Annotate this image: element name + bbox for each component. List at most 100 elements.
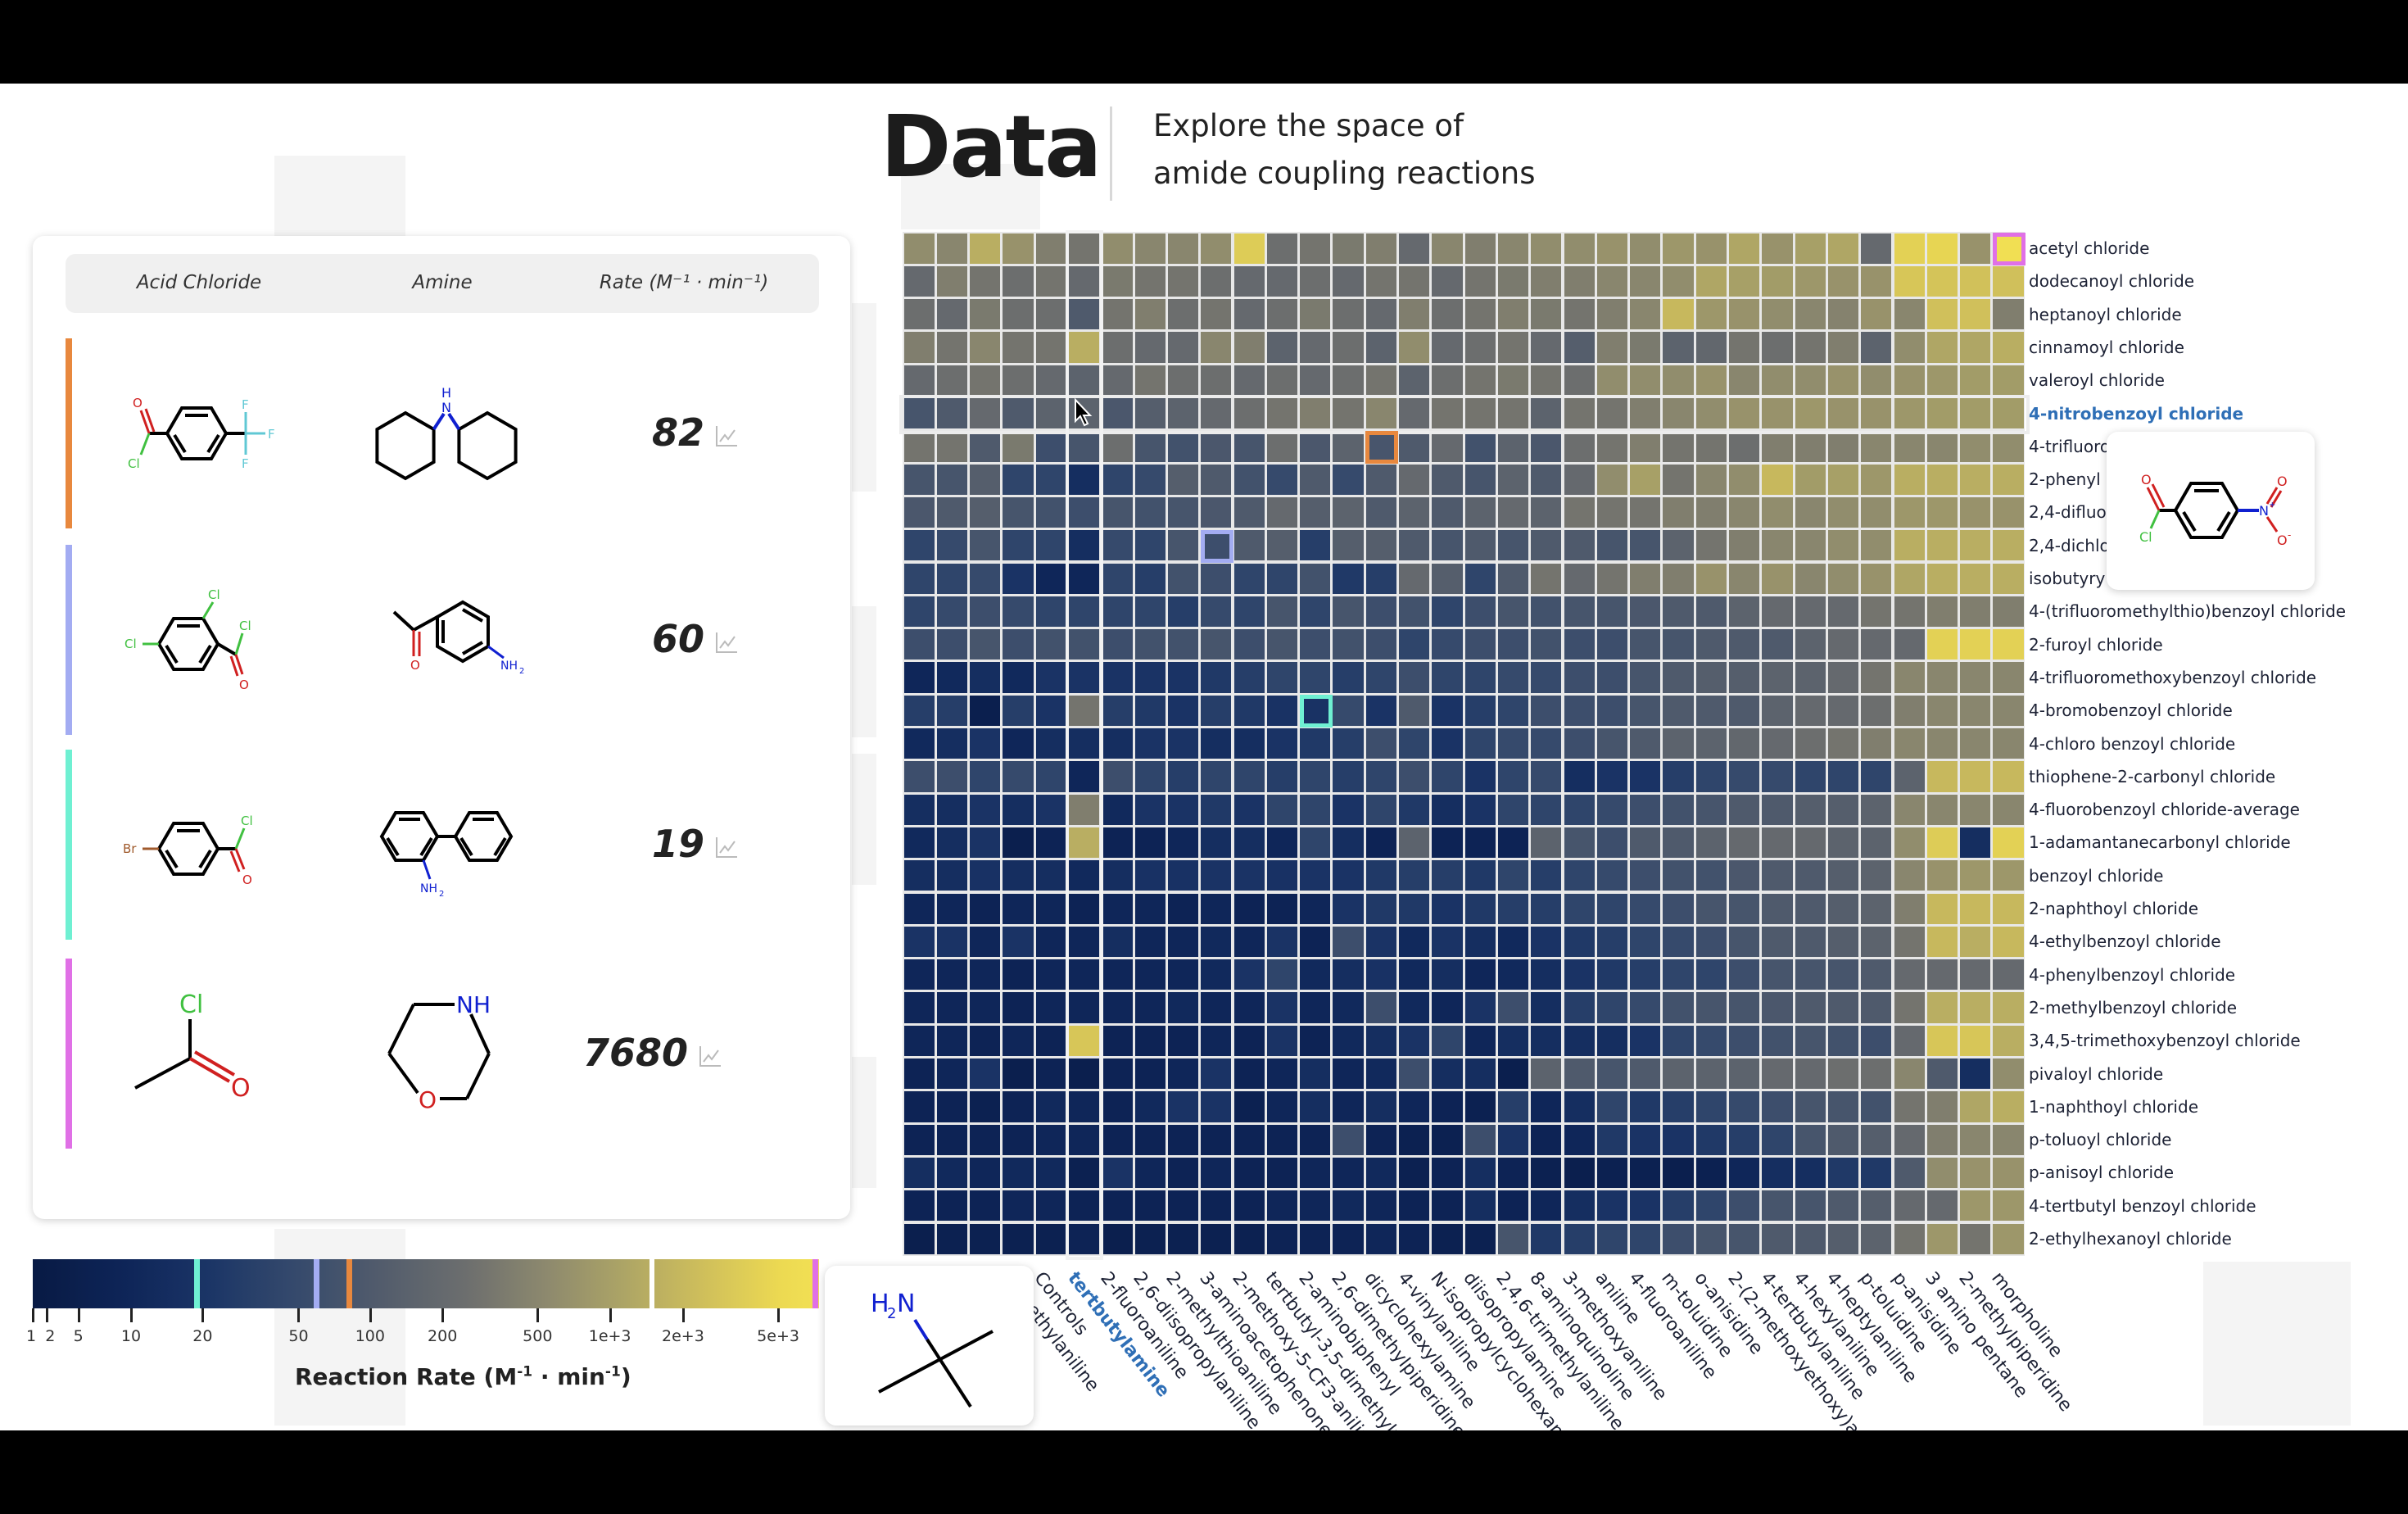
heatmap-cell[interactable] — [1762, 893, 1793, 924]
heatmap-cell[interactable] — [1464, 992, 1496, 1023]
heatmap-cell[interactable] — [1464, 1190, 1496, 1222]
heatmap-cell[interactable] — [1432, 1124, 1463, 1155]
heatmap-cell[interactable] — [1201, 1157, 1232, 1189]
heatmap-cell[interactable] — [1827, 959, 1859, 990]
heatmap-cell[interactable] — [1993, 893, 2024, 924]
heatmap-cell[interactable] — [903, 1091, 935, 1122]
heatmap-cell[interactable] — [1663, 860, 1694, 891]
heatmap-cell[interactable] — [1266, 893, 1298, 924]
heatmap-cell[interactable] — [1003, 860, 1034, 891]
heatmap-cell[interactable] — [1464, 893, 1496, 924]
row-label[interactable]: isobutyry — [2029, 569, 2106, 588]
heatmap-cell[interactable] — [1630, 1190, 1661, 1222]
heatmap-cell[interactable] — [1596, 728, 1628, 759]
heatmap-cell[interactable] — [1630, 365, 1661, 396]
heatmap-cell[interactable] — [1233, 992, 1265, 1023]
heatmap-cell[interactable] — [1663, 629, 1694, 660]
heatmap-cell[interactable] — [1365, 893, 1396, 924]
heatmap-cell[interactable] — [1729, 265, 1760, 297]
heatmap-cell[interactable] — [936, 496, 968, 528]
heatmap-cell[interactable] — [970, 827, 1001, 859]
heatmap-cell[interactable] — [1003, 563, 1034, 594]
heatmap-cell[interactable] — [1497, 1058, 1529, 1090]
heatmap-cell[interactable] — [1894, 893, 1925, 924]
heatmap-cell[interactable] — [1300, 959, 1331, 990]
heatmap-cell[interactable] — [1233, 1190, 1265, 1222]
heatmap-cell[interactable] — [1497, 1091, 1529, 1122]
heatmap-cell[interactable] — [1531, 332, 1562, 363]
heatmap-cell[interactable] — [1993, 563, 2024, 594]
heatmap-cell[interactable] — [1167, 1190, 1199, 1222]
heatmap-cell[interactable] — [1630, 1157, 1661, 1189]
heatmap-cell[interactable] — [1102, 265, 1133, 297]
heatmap-cell[interactable] — [1069, 926, 1100, 958]
heatmap-cell[interactable] — [1497, 299, 1529, 330]
heatmap-cell[interactable] — [1762, 959, 1793, 990]
heatmap-cell[interactable] — [1960, 629, 1991, 660]
heatmap-cell[interactable] — [1531, 365, 1562, 396]
heatmap-cell[interactable] — [970, 959, 1001, 990]
heatmap-cell[interactable] — [1134, 1223, 1166, 1254]
heatmap-cell[interactable] — [1134, 695, 1166, 726]
heatmap-cell[interactable] — [1630, 761, 1661, 792]
heatmap-cell[interactable] — [1827, 332, 1859, 363]
table-row[interactable]: Cl Cl Cl O O NH 2 60 — [66, 545, 819, 735]
heatmap-cell[interactable] — [1497, 1157, 1529, 1189]
heatmap-cell[interactable] — [1960, 365, 1991, 396]
heatmap-cell[interactable] — [1663, 265, 1694, 297]
row-label[interactable]: 2-ethylhexanoyl chloride — [2029, 1229, 2232, 1249]
heatmap-cell[interactable] — [1035, 563, 1066, 594]
heatmap-cell[interactable] — [1365, 695, 1396, 726]
heatmap-cell[interactable] — [1266, 728, 1298, 759]
heatmap-cell[interactable] — [1695, 1025, 1727, 1056]
heatmap-cell[interactable] — [1134, 365, 1166, 396]
heatmap-cell[interactable] — [1134, 662, 1166, 693]
heatmap-cell[interactable] — [970, 1091, 1001, 1122]
heatmap-cell[interactable] — [1564, 893, 1595, 924]
heatmap-cell[interactable] — [1432, 761, 1463, 792]
heatmap-cell[interactable] — [1861, 233, 1892, 264]
heatmap-cell[interactable] — [903, 365, 935, 396]
heatmap-cell[interactable] — [903, 959, 935, 990]
heatmap-cell[interactable] — [1894, 1091, 1925, 1122]
heatmap-cell[interactable] — [1497, 827, 1529, 859]
heatmap-cell[interactable] — [1102, 1223, 1133, 1254]
heatmap-cell[interactable] — [1365, 1157, 1396, 1189]
heatmap-cell[interactable] — [1894, 1157, 1925, 1189]
heatmap-cell[interactable] — [936, 1058, 968, 1090]
heatmap-cell[interactable] — [1596, 794, 1628, 825]
heatmap-cell[interactable] — [1663, 496, 1694, 528]
heatmap-cell[interactable] — [1531, 1223, 1562, 1254]
heatmap-cell[interactable] — [1993, 265, 2024, 297]
heatmap-cell[interactable] — [1695, 464, 1727, 495]
heatmap-cell[interactable] — [1167, 1058, 1199, 1090]
heatmap-cell[interactable] — [1861, 728, 1892, 759]
heatmap-cell[interactable] — [1333, 233, 1364, 264]
heatmap-cell[interactable] — [1531, 1124, 1562, 1155]
heatmap-cell[interactable] — [1762, 926, 1793, 958]
heatmap-cell[interactable] — [1729, 695, 1760, 726]
heatmap-cell[interactable] — [1630, 1091, 1661, 1122]
heatmap-cell[interactable] — [1035, 431, 1066, 462]
heatmap-cell[interactable] — [1497, 1025, 1529, 1056]
heatmap-cell[interactable] — [1266, 464, 1298, 495]
heatmap-cell[interactable] — [1233, 431, 1265, 462]
heatmap-cell[interactable] — [1333, 496, 1364, 528]
heatmap-cell[interactable] — [1365, 365, 1396, 396]
heatmap-cell[interactable] — [1729, 299, 1760, 330]
heatmap-cell[interactable] — [1003, 926, 1034, 958]
heatmap-cell[interactable] — [1795, 926, 1826, 958]
heatmap-cell[interactable] — [1960, 761, 1991, 792]
heatmap-cell[interactable] — [1365, 1124, 1396, 1155]
heatmap-cell[interactable] — [1233, 596, 1265, 628]
heatmap-cell[interactable] — [1630, 464, 1661, 495]
heatmap-cell[interactable] — [1795, 761, 1826, 792]
heatmap-cell[interactable] — [1365, 265, 1396, 297]
heatmap-cell[interactable] — [1365, 332, 1396, 363]
heatmap-cell[interactable] — [1827, 299, 1859, 330]
heatmap-cell[interactable] — [1464, 1124, 1496, 1155]
heatmap-cell[interactable] — [1102, 1025, 1133, 1056]
heatmap-cell[interactable] — [1266, 299, 1298, 330]
heatmap-cell[interactable] — [1795, 1025, 1826, 1056]
heatmap-cell[interactable] — [1630, 827, 1661, 859]
